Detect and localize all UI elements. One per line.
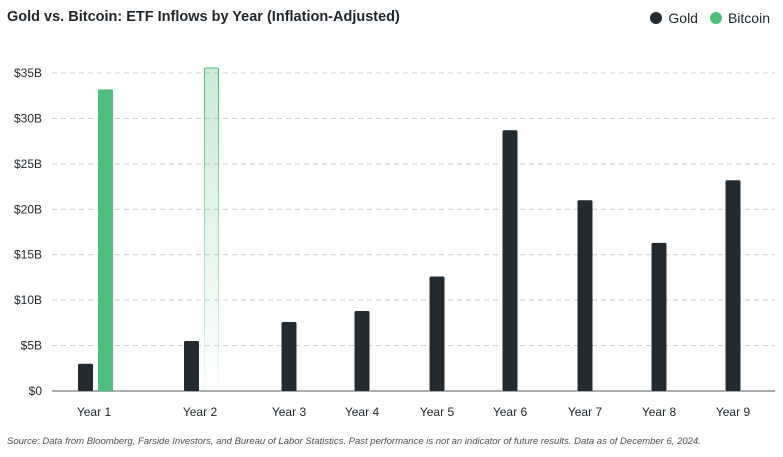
bar-gold: [354, 311, 370, 391]
gold-swatch: [650, 12, 663, 24]
bar-bitcoin-projected: [204, 67, 219, 391]
legend-label-bitcoin: Bitcoin: [727, 10, 770, 26]
x-tick-label: Year 6: [493, 405, 528, 419]
bar-gold: [725, 180, 741, 391]
bar-gold: [502, 130, 518, 392]
bar-gold: [281, 321, 297, 391]
legend-item-bitcoin: Bitcoin: [709, 10, 770, 26]
y-tick-label: $30B: [14, 111, 42, 125]
gridlines: [52, 72, 775, 392]
y-tick-label: $5B: [21, 339, 42, 353]
y-tick-label: $20B: [14, 202, 42, 216]
source-note: Source: Data from Bloomberg, Farside Inv…: [7, 436, 701, 447]
chart-plot: $0$5B$10B$15B$20B$25B$30B$35B Year 1 Year…: [14, 66, 775, 419]
y-tick-label: $15B: [14, 248, 42, 262]
legend-label-gold: Gold: [668, 10, 698, 26]
x-tick-label: Year 5: [420, 405, 455, 419]
bars: [78, 67, 741, 392]
y-tick-label: $35B: [14, 66, 42, 80]
bar-gold: [78, 363, 93, 391]
bar-bitcoin: [98, 89, 113, 392]
x-tick-label: Year 9: [716, 405, 751, 419]
x-axis-ticks: Year 1 Year 2 Year 3 Year 4 Year 5 Year 6 Year…: [77, 405, 751, 419]
bar-gold: [429, 276, 445, 391]
bar-gold: [651, 242, 667, 391]
x-tick-label: Year 2: [183, 405, 218, 419]
x-tick-label: Year 8: [642, 405, 677, 419]
x-tick-label: Year 1: [77, 405, 112, 419]
bitcoin-swatch: [709, 12, 722, 24]
bar-gold: [577, 200, 593, 391]
x-tick-label: Year 4: [345, 405, 380, 419]
legend: Gold Bitcoin: [638, 10, 770, 26]
y-tick-label: $25B: [14, 157, 42, 171]
x-tick-label: Year 3: [272, 405, 307, 419]
y-tick-label: $0: [29, 384, 43, 398]
chart-title: Gold vs. Bitcoin: ETF Inflows by Year (I…: [7, 9, 400, 25]
legend-item-gold: Gold: [650, 10, 698, 26]
x-tick-label: Year 7: [568, 405, 603, 419]
y-tick-label: $10B: [14, 293, 42, 307]
bar-gold: [184, 341, 199, 391]
y-axis-ticks: $0 $5B $10B $15B $20B $25B $30B $35B: [14, 66, 42, 398]
